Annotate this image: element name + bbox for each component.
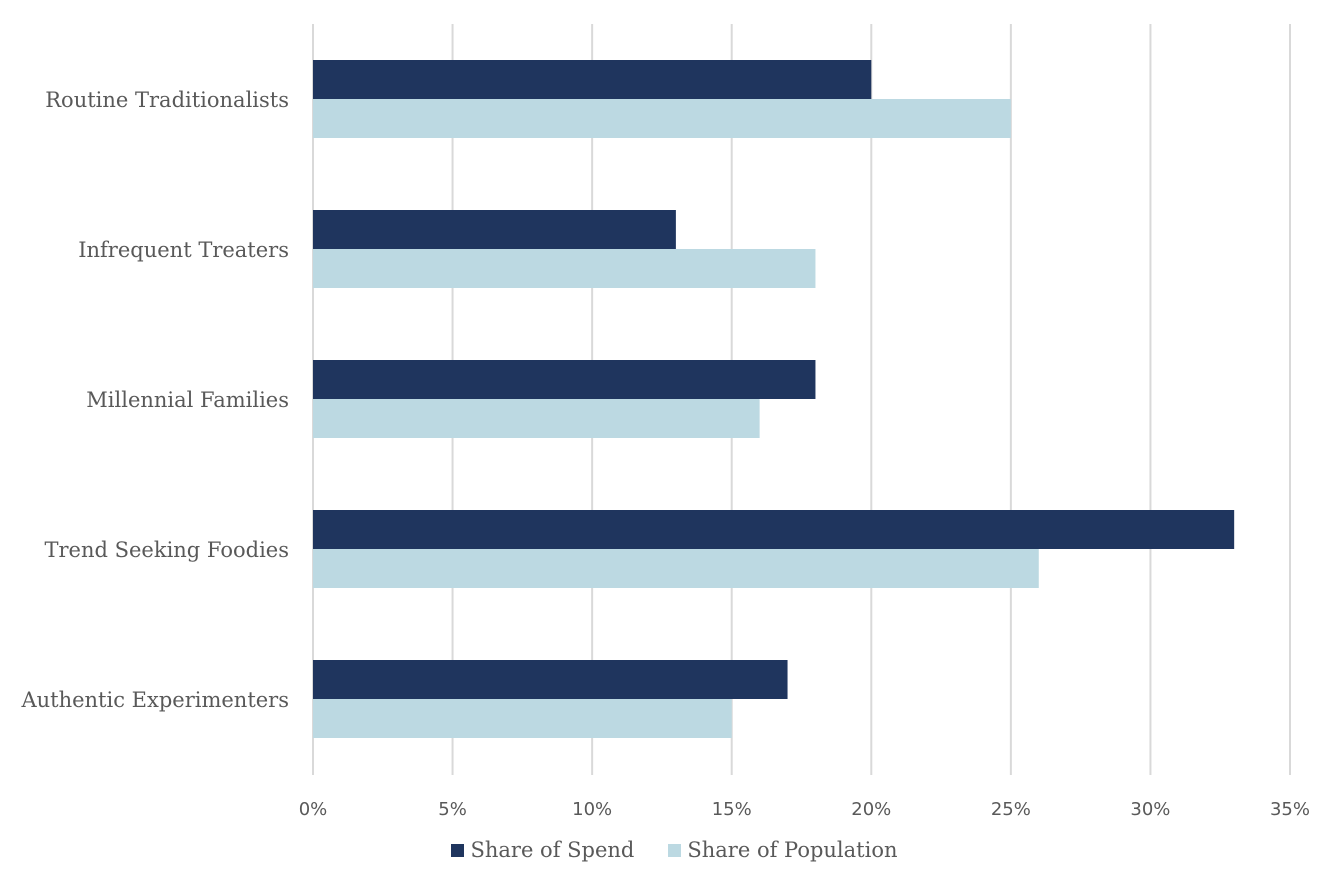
x-tick-label: 30% bbox=[1130, 799, 1170, 820]
x-tick-label: 20% bbox=[851, 799, 891, 820]
bar-chart: Routine Traditionalists Infrequent Treate… bbox=[20, 24, 1310, 820]
bar-population bbox=[313, 549, 1039, 588]
legend-item-population: Share of Population bbox=[668, 838, 898, 862]
bar-population bbox=[313, 99, 1011, 138]
bar-spend bbox=[313, 360, 816, 399]
x-tick-label: 35% bbox=[1270, 799, 1310, 820]
bars bbox=[313, 60, 1235, 738]
category-label: Millennial Families bbox=[86, 388, 289, 412]
bar-population bbox=[313, 699, 732, 738]
category-label: Routine Traditionalists bbox=[45, 88, 289, 112]
legend-swatch-population bbox=[668, 843, 682, 857]
legend-label-spend: Share of Spend bbox=[470, 838, 635, 862]
x-axis-ticks: 0% 5% 10% 15% 20% 25% 30% 35% bbox=[299, 799, 1310, 820]
legend-item-spend: Share of Spend bbox=[451, 838, 634, 862]
category-label: Authentic Experimenters bbox=[20, 688, 289, 712]
bar-population bbox=[313, 249, 816, 288]
bar-spend bbox=[313, 60, 872, 99]
legend-label-population: Share of Population bbox=[687, 838, 898, 862]
legend: Share of Spend Share of Population bbox=[0, 838, 1335, 862]
x-tick-label: 0% bbox=[299, 799, 328, 820]
category-labels: Routine Traditionalists Infrequent Treate… bbox=[20, 88, 289, 712]
legend-swatch-spend bbox=[451, 843, 465, 857]
category-label: Trend Seeking Foodies bbox=[44, 538, 289, 562]
bar-spend bbox=[313, 510, 1235, 549]
bar-spend bbox=[313, 210, 676, 249]
bar-spend bbox=[313, 660, 788, 699]
bar-population bbox=[313, 399, 760, 438]
x-tick-label: 25% bbox=[991, 799, 1031, 820]
category-label: Infrequent Treaters bbox=[78, 238, 289, 262]
x-tick-label: 10% bbox=[572, 799, 612, 820]
x-tick-label: 15% bbox=[712, 799, 752, 820]
x-tick-label: 5% bbox=[438, 799, 467, 820]
